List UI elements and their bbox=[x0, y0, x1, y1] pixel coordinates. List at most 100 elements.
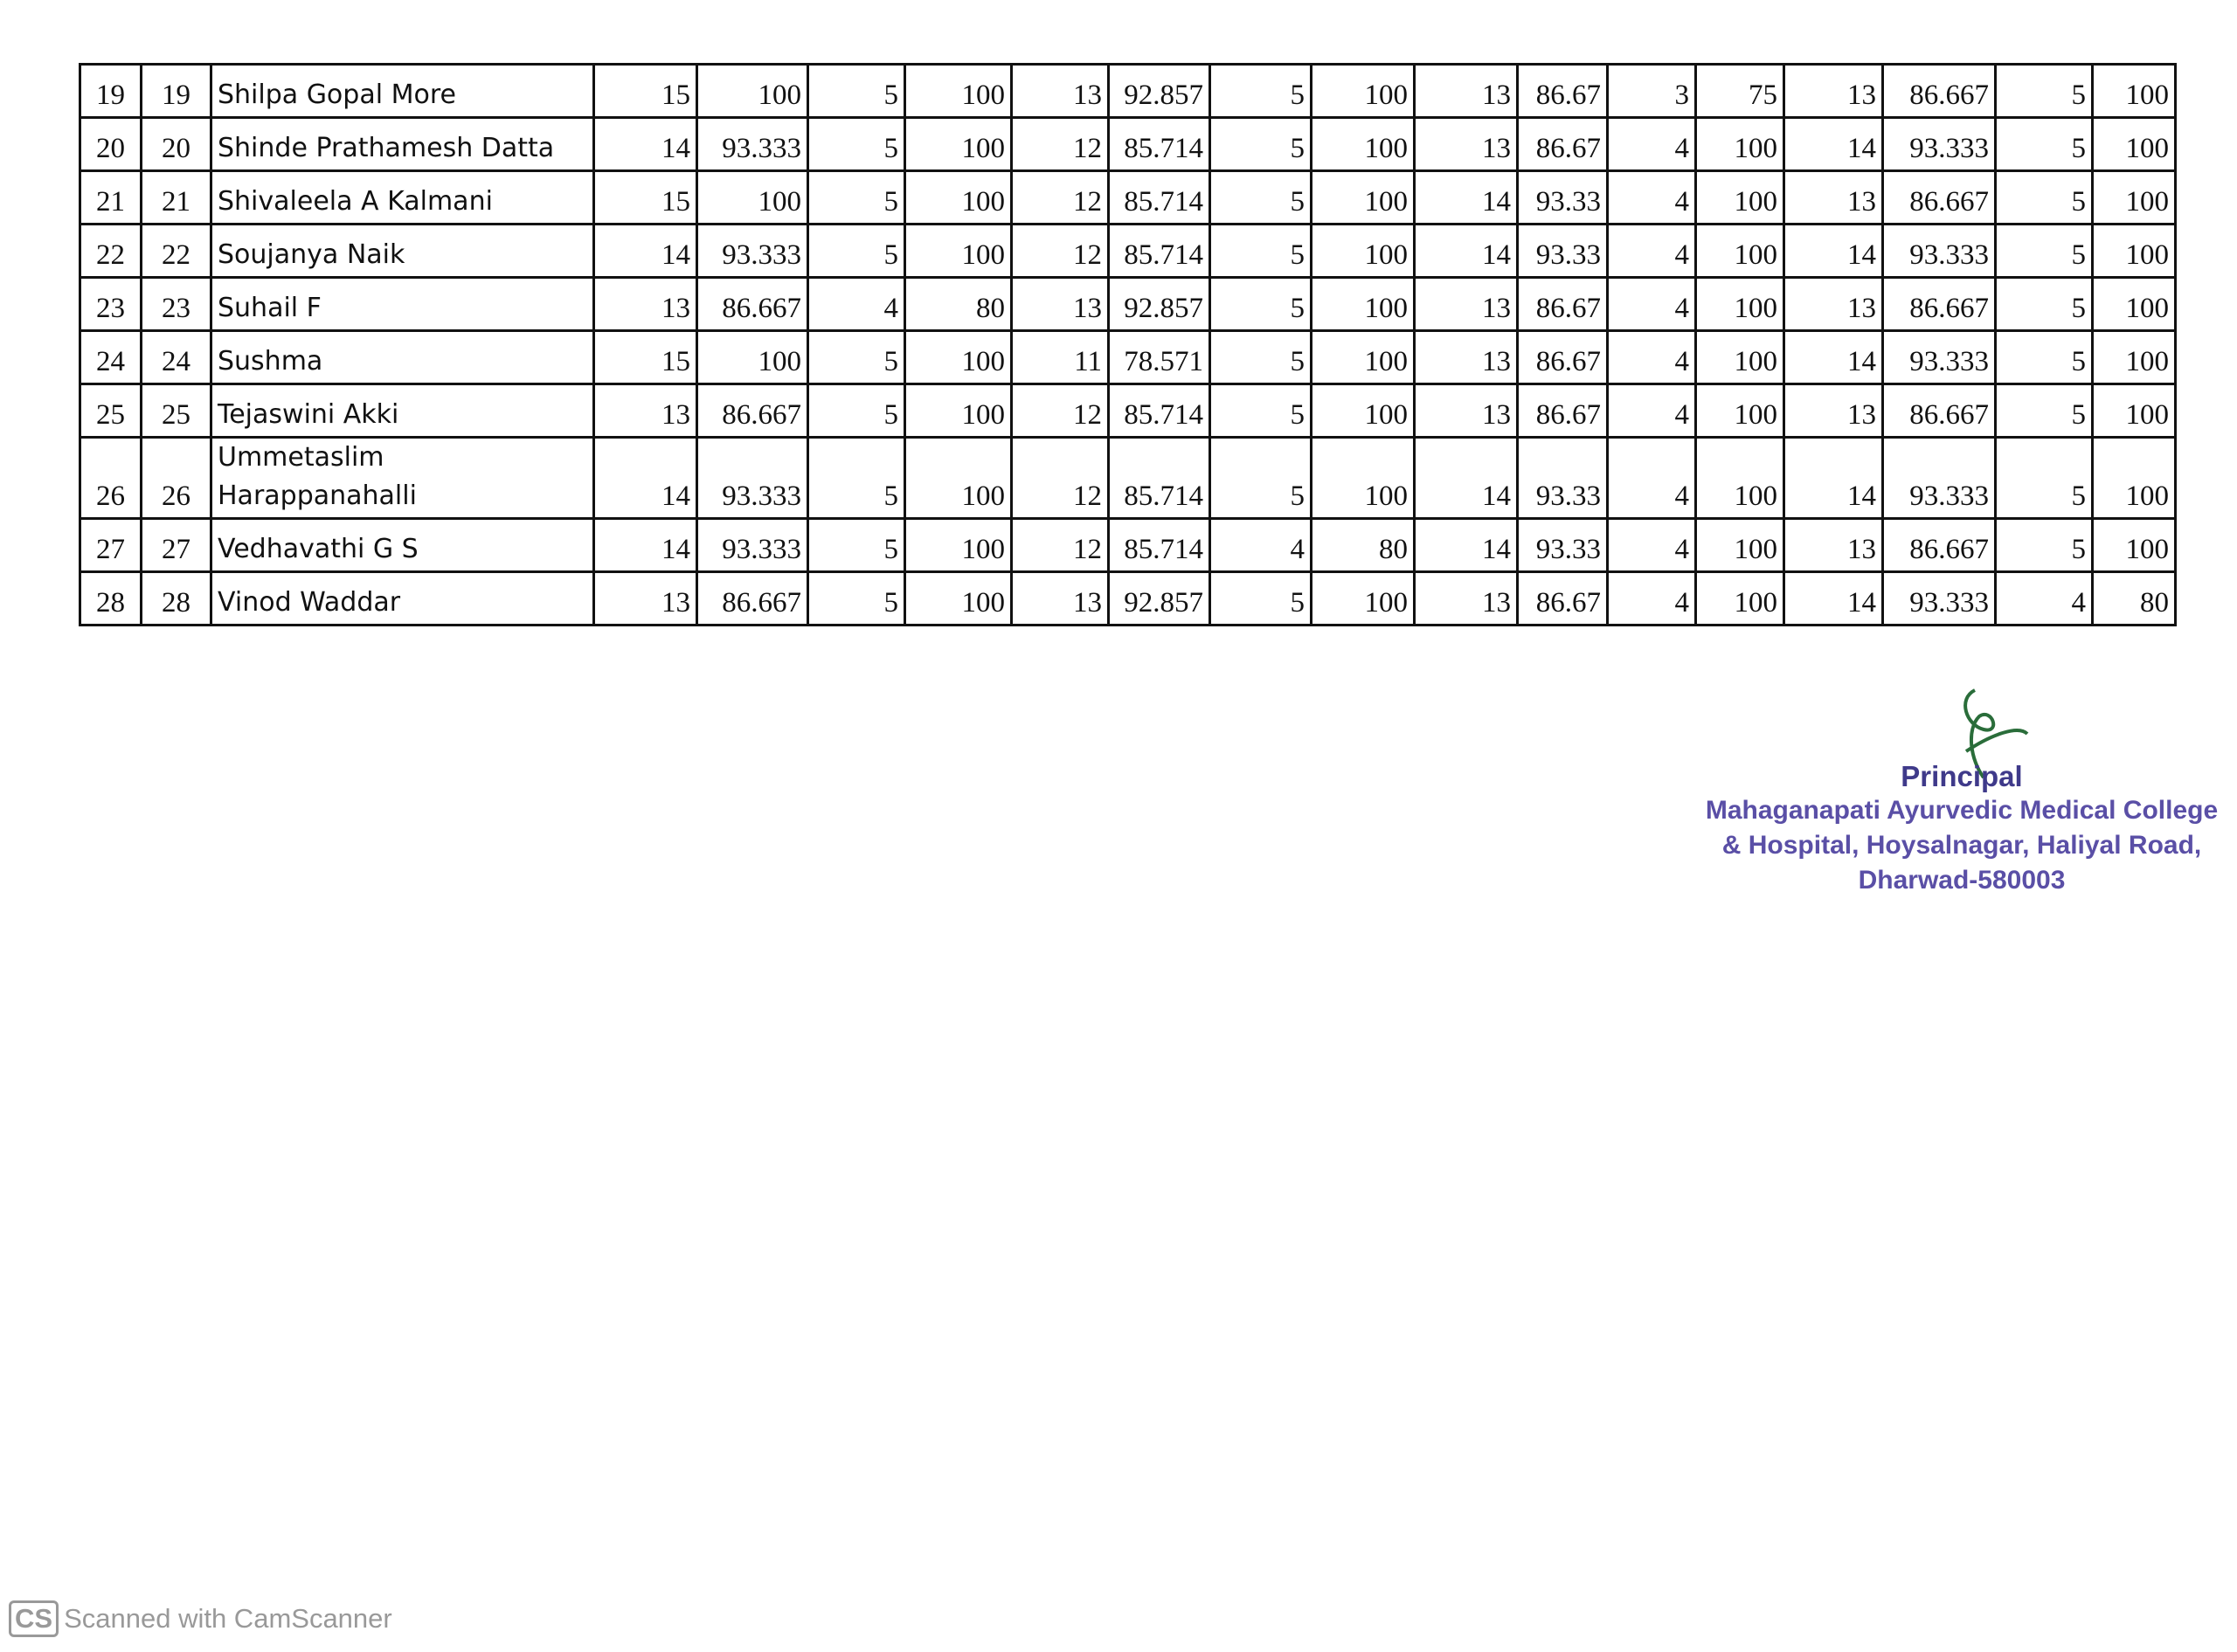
cell: 86.67 bbox=[1516, 116, 1609, 172]
student-name: Vinod Waddar bbox=[210, 570, 595, 626]
cell: 5 bbox=[1994, 116, 2094, 172]
cell: 14 bbox=[1413, 223, 1519, 279]
cell: 21 bbox=[79, 169, 142, 225]
cell: 13 bbox=[1413, 116, 1519, 172]
cell: 14 bbox=[1783, 436, 1884, 520]
cell: 100 bbox=[696, 329, 809, 385]
cell: 92.857 bbox=[1107, 570, 1211, 626]
cell: 5 bbox=[1209, 436, 1312, 520]
cell: 14 bbox=[1413, 517, 1519, 573]
cell: 100 bbox=[2091, 276, 2177, 332]
cell: 86.667 bbox=[696, 383, 809, 439]
cell: 22 bbox=[79, 223, 142, 279]
cell: 12 bbox=[1010, 383, 1110, 439]
table-body: 19 19 Shilpa Gopal More 15 100 5 100 13 92.857 5 1… bbox=[79, 63, 2177, 626]
footer-text: Scanned with CamScanner bbox=[64, 1603, 392, 1634]
cell: 4 bbox=[1994, 570, 2094, 626]
cell: 14 bbox=[1783, 570, 1884, 626]
cell: 86.67 bbox=[1516, 383, 1609, 439]
cell: 14 bbox=[1413, 169, 1519, 225]
cell: 100 bbox=[904, 63, 1013, 119]
cell: 86.667 bbox=[696, 570, 809, 626]
cell: 100 bbox=[1694, 116, 1785, 172]
cell: 13 bbox=[1413, 276, 1519, 332]
cell: 93.33 bbox=[1516, 517, 1609, 573]
cell: 100 bbox=[1694, 329, 1785, 385]
cell: 28 bbox=[79, 570, 142, 626]
cell: 4 bbox=[1606, 169, 1697, 225]
table-row: 24 24 Sushma 15 100 5 100 11 78.571 5 100 13 86.67 4 1… bbox=[79, 329, 2177, 385]
cell: 100 bbox=[1310, 570, 1416, 626]
cell: 85.714 bbox=[1107, 169, 1211, 225]
cell: 86.67 bbox=[1516, 276, 1609, 332]
cell: 100 bbox=[904, 329, 1013, 385]
cell: 80 bbox=[904, 276, 1013, 332]
cell: 5 bbox=[807, 383, 906, 439]
cell: 5 bbox=[807, 329, 906, 385]
cell: 100 bbox=[2091, 329, 2177, 385]
cell: 93.333 bbox=[1881, 570, 1997, 626]
cell: 100 bbox=[1310, 169, 1416, 225]
cell: 5 bbox=[1209, 383, 1312, 439]
cell: 28 bbox=[140, 570, 212, 626]
cell: 100 bbox=[1310, 116, 1416, 172]
cell: 100 bbox=[1694, 517, 1785, 573]
cell: 85.714 bbox=[1107, 223, 1211, 279]
cell: 12 bbox=[1010, 517, 1110, 573]
cell: 13 bbox=[1783, 383, 1884, 439]
cell: 93.33 bbox=[1516, 436, 1609, 520]
cell: 86.667 bbox=[696, 276, 809, 332]
cell: 12 bbox=[1010, 436, 1110, 520]
cell: 5 bbox=[807, 570, 906, 626]
cell: 24 bbox=[79, 329, 142, 385]
cell: 100 bbox=[1694, 276, 1785, 332]
table-row: 23 23 Suhail F 13 86.667 4 80 13 92.857 5 100 13 86.… bbox=[79, 276, 2177, 332]
cell: 100 bbox=[2091, 517, 2177, 573]
cell: 100 bbox=[904, 383, 1013, 439]
cell: 5 bbox=[1209, 223, 1312, 279]
cell: 24 bbox=[140, 329, 212, 385]
cell: 5 bbox=[1994, 63, 2094, 119]
table-row: 27 27 Vedhavathi G S 14 93.333 5 100 12 85.714 4 8… bbox=[79, 517, 2177, 573]
cell: 100 bbox=[2091, 223, 2177, 279]
cell: 85.714 bbox=[1107, 517, 1211, 573]
cell: 14 bbox=[1783, 329, 1884, 385]
cell: 15 bbox=[592, 329, 698, 385]
cell: 3 bbox=[1606, 63, 1697, 119]
cell: 13 bbox=[1413, 570, 1519, 626]
cell: 86.67 bbox=[1516, 63, 1609, 119]
cell: 13 bbox=[1783, 169, 1884, 225]
cell: 100 bbox=[696, 63, 809, 119]
cell: 86.67 bbox=[1516, 329, 1609, 385]
cell: 5 bbox=[1994, 223, 2094, 279]
cell: 100 bbox=[1694, 436, 1785, 520]
cell: 5 bbox=[1209, 329, 1312, 385]
footer-logo: CS bbox=[9, 1600, 59, 1637]
cell: 12 bbox=[1010, 116, 1110, 172]
cell: 86.667 bbox=[1881, 63, 1997, 119]
table-row: 20 20 Shinde Prathamesh Datta 14 93.333 5 100 1… bbox=[79, 116, 2177, 172]
table-row: 25 25 Tejaswini Akki 13 86.667 5 100 12 85.714 5 1… bbox=[79, 383, 2177, 439]
cell: 93.333 bbox=[696, 517, 809, 573]
cell: 93.333 bbox=[696, 116, 809, 172]
cell: 5 bbox=[807, 436, 906, 520]
cell: 86.67 bbox=[1516, 570, 1609, 626]
cell: 13 bbox=[1783, 517, 1884, 573]
cell: 80 bbox=[2091, 570, 2177, 626]
cell: 100 bbox=[2091, 169, 2177, 225]
cell: 13 bbox=[1413, 63, 1519, 119]
cell: 80 bbox=[1310, 517, 1416, 573]
cell: 5 bbox=[807, 517, 906, 573]
cell: 100 bbox=[1310, 276, 1416, 332]
cell: 14 bbox=[592, 116, 698, 172]
cell: 13 bbox=[1010, 570, 1110, 626]
cell: 14 bbox=[1783, 116, 1884, 172]
cell: 100 bbox=[904, 116, 1013, 172]
cell: 14 bbox=[592, 223, 698, 279]
cell: 13 bbox=[1783, 63, 1884, 119]
cell: 14 bbox=[592, 436, 698, 520]
cell: 5 bbox=[1209, 63, 1312, 119]
stamp-line: Mahaganapati Ayurvedic Medical College bbox=[1705, 796, 2219, 825]
cell: 5 bbox=[1994, 383, 2094, 439]
